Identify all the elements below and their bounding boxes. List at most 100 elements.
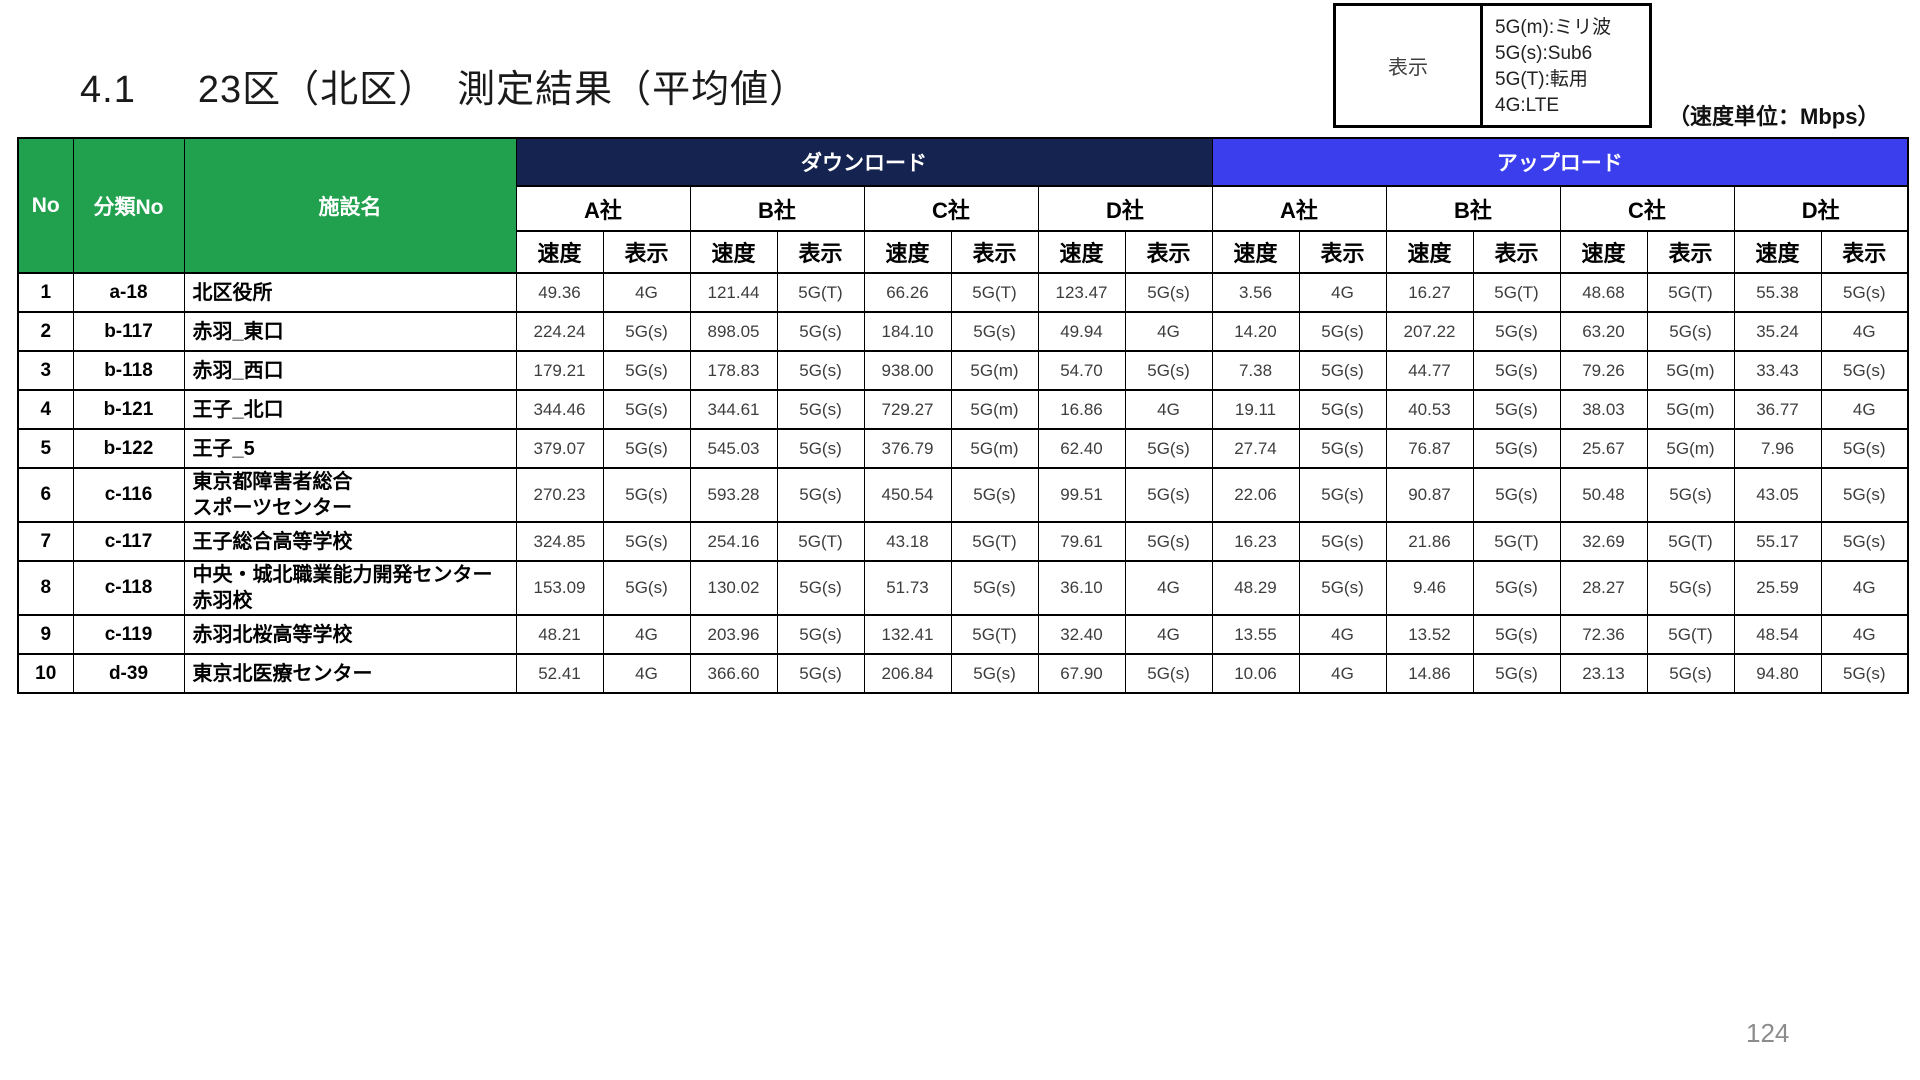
- page-number: 124: [1746, 1018, 1790, 1048]
- legend-definitions: 5G(m):ミリ波 5G(s):Sub6 5G(T):転用 4G:LTE: [1483, 6, 1649, 125]
- speed-value-cell: 50.48: [1559, 467, 1648, 523]
- display-type-cell: 4G: [1124, 560, 1213, 616]
- speed-value-cell: 13.52: [1385, 614, 1474, 655]
- row-no-cell: 8: [17, 560, 74, 616]
- table-row: 9 c-119 赤羽北桜高等学校 48.21 4G 203.96 5G(s) 132.41 5G…: [17, 614, 1909, 655]
- speed-value-cell: 938.00: [863, 350, 952, 391]
- section-number: 4.1: [80, 69, 136, 111]
- speed-value-cell: 729.27: [863, 389, 952, 430]
- col-header-class-no: 分類No: [72, 137, 185, 274]
- facility-name-cell: 中央・城北職業能力開発センター 赤羽校: [183, 560, 517, 616]
- legend-label: 表示: [1336, 6, 1483, 125]
- speed-value-cell: 206.84: [863, 653, 952, 694]
- speed-value-cell: 7.38: [1211, 350, 1300, 391]
- display-type-cell: 5G(s): [1472, 467, 1561, 523]
- display-type-cell: 5G(s): [602, 311, 691, 352]
- speed-value-cell: 450.54: [863, 467, 952, 523]
- speed-value-cell: 324.85: [515, 521, 604, 562]
- display-type-cell: 5G(m): [1646, 428, 1735, 469]
- facility-name-cell: 赤羽_西口: [183, 350, 517, 391]
- speed-value-cell: 179.21: [515, 350, 604, 391]
- display-type-cell: 5G(T): [1472, 272, 1561, 313]
- legend-line-5gm: 5G(m):ミリ波: [1495, 16, 1612, 38]
- legend-line-5gs: 5G(s):Sub6: [1495, 42, 1593, 64]
- display-type-cell: 5G(s): [602, 350, 691, 391]
- speed-value-cell: 25.59: [1733, 560, 1822, 616]
- facility-name-cell: 東京北医療センター: [183, 653, 517, 694]
- display-type-cell: 5G(s): [1124, 521, 1213, 562]
- sub-header-display: 表示: [602, 230, 691, 274]
- display-type-cell: 4G: [602, 272, 691, 313]
- speed-value-cell: 54.70: [1037, 350, 1126, 391]
- speed-value-cell: 67.90: [1037, 653, 1126, 694]
- speed-value-cell: 9.46: [1385, 560, 1474, 616]
- speed-value-cell: 79.61: [1037, 521, 1126, 562]
- class-no-cell: b-117: [72, 311, 185, 352]
- class-no-cell: c-118: [72, 560, 185, 616]
- ul-company-a: A社: [1211, 185, 1387, 232]
- col-header-facility: 施設名: [183, 137, 517, 274]
- sub-header-display: 表示: [1124, 230, 1213, 274]
- display-type-cell: 5G(s): [1298, 521, 1387, 562]
- row-no-cell: 4: [17, 389, 74, 430]
- table-row: 3 b-118 赤羽_西口 179.21 5G(s) 178.83 5G(s) 938.00 5…: [17, 350, 1909, 391]
- display-type-cell: 5G(s): [1298, 311, 1387, 352]
- speed-value-cell: 16.86: [1037, 389, 1126, 430]
- table-row: 5 b-122 王子_5 379.07 5G(s) 545.03 5G(s) 376.79 5G…: [17, 428, 1909, 469]
- section-title-text: 23区（北区） 測定結果（平均値）: [197, 69, 809, 111]
- speed-value-cell: 344.46: [515, 389, 604, 430]
- display-type-cell: 5G(s): [950, 560, 1039, 616]
- row-no-cell: 9: [17, 614, 74, 655]
- speed-value-cell: 898.05: [689, 311, 778, 352]
- speed-value-cell: 178.83: [689, 350, 778, 391]
- speed-value-cell: 48.68: [1559, 272, 1648, 313]
- page-title: 4.1 23区（北区） 測定結果（平均値）: [80, 58, 808, 113]
- sub-header-speed: 速度: [1559, 230, 1648, 274]
- display-type-cell: 5G(s): [602, 389, 691, 430]
- display-type-cell: 5G(T): [776, 521, 865, 562]
- display-type-cell: 5G(T): [1646, 521, 1735, 562]
- speed-value-cell: 79.26: [1559, 350, 1648, 391]
- speed-value-cell: 48.21: [515, 614, 604, 655]
- speed-value-cell: 207.22: [1385, 311, 1474, 352]
- display-type-cell: 5G(s): [602, 560, 691, 616]
- row-no-cell: 6: [17, 467, 74, 523]
- measurement-results-table: No 分類No 施設名 ダウンロード アップロード A社 B社 C社 D社 A社…: [17, 137, 1909, 694]
- display-type-cell: 5G(s): [1298, 350, 1387, 391]
- speed-value-cell: 43.05: [1733, 467, 1822, 523]
- display-type-cell: 5G(s): [1298, 560, 1387, 616]
- display-type-cell: 5G(s): [1124, 653, 1213, 694]
- group-header-row: No 分類No 施設名 ダウンロード アップロード: [17, 137, 1909, 274]
- dl-company-d: D社: [1037, 185, 1213, 232]
- display-type-cell: 5G(s): [950, 467, 1039, 523]
- display-type-cell: 5G(s): [1124, 350, 1213, 391]
- row-no-cell: 1: [17, 272, 74, 313]
- speed-value-cell: 49.36: [515, 272, 604, 313]
- speed-value-cell: 44.77: [1385, 350, 1474, 391]
- display-type-cell: 5G(s): [1472, 560, 1561, 616]
- speed-value-cell: 184.10: [863, 311, 952, 352]
- display-type-cell: 5G(s): [1646, 653, 1735, 694]
- ul-company-d: D社: [1733, 185, 1909, 232]
- row-no-cell: 2: [17, 311, 74, 352]
- display-type-cell: 5G(m): [950, 428, 1039, 469]
- table-row: 6 c-116 東京都障害者総合 スポーツセンター 270.23 5G(s) 593.28…: [17, 467, 1909, 523]
- speed-value-cell: 14.86: [1385, 653, 1474, 694]
- dl-company-a: A社: [515, 185, 691, 232]
- class-no-cell: c-116: [72, 467, 185, 523]
- sub-header-speed: 速度: [689, 230, 778, 274]
- display-type-cell: 5G(s): [1298, 467, 1387, 523]
- display-type-cell: 5G(s): [1820, 272, 1909, 313]
- speed-value-cell: 366.60: [689, 653, 778, 694]
- speed-value-cell: 40.53: [1385, 389, 1474, 430]
- class-no-cell: b-118: [72, 350, 185, 391]
- display-type-cell: 5G(T): [950, 272, 1039, 313]
- speed-value-cell: 49.94: [1037, 311, 1126, 352]
- table-row: 7 c-117 王子総合高等学校 324.85 5G(s) 254.16 5G(T) 43.1…: [17, 521, 1909, 562]
- display-type-cell: 5G(s): [1646, 467, 1735, 523]
- speed-value-cell: 22.06: [1211, 467, 1300, 523]
- speed-value-cell: 28.27: [1559, 560, 1648, 616]
- speed-value-cell: 32.69: [1559, 521, 1648, 562]
- display-type-cell: 5G(s): [1298, 428, 1387, 469]
- display-legend-box: 表示 5G(m):ミリ波 5G(s):Sub6 5G(T):転用 4G:LTE: [1333, 3, 1652, 128]
